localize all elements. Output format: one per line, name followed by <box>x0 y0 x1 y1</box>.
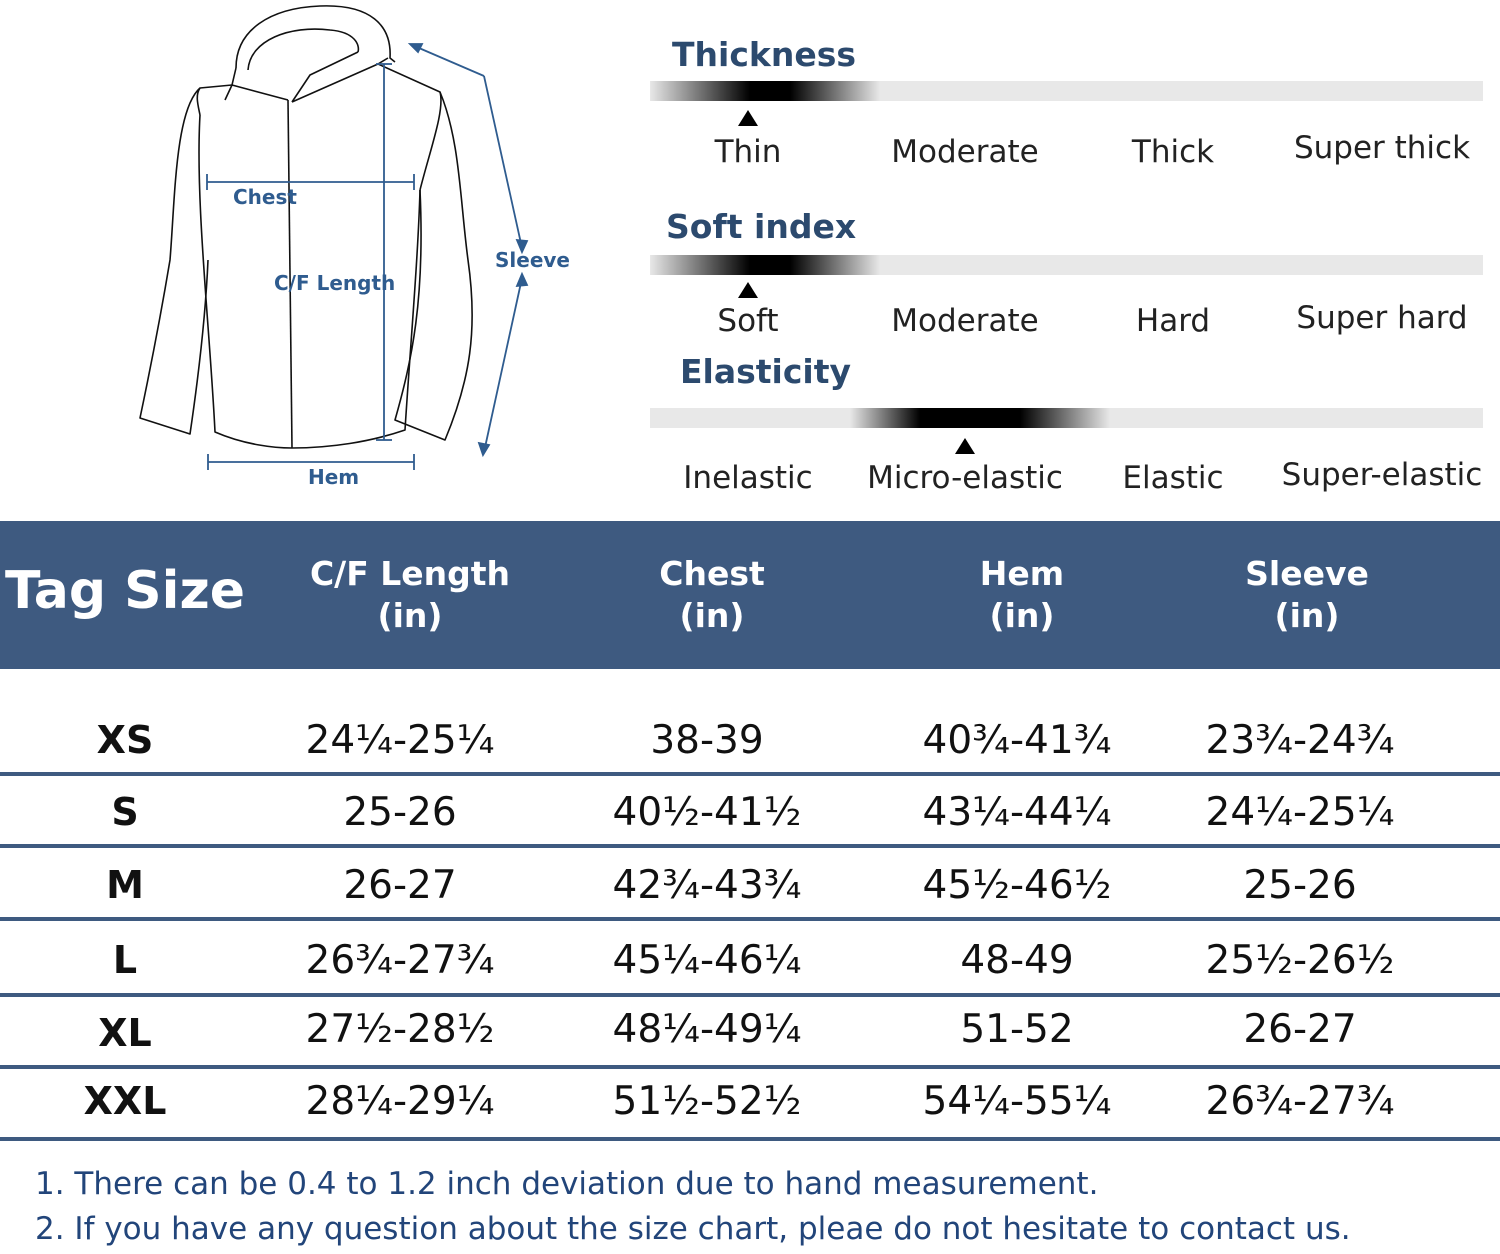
elasticity-level-elastic: Elastic <box>1122 460 1224 496</box>
hem-cell: 48-49 <box>960 938 1074 983</box>
hem-label: Hem <box>308 465 360 489</box>
sleeve-cell: 26-27 <box>1243 1007 1357 1052</box>
table-row: XL 27½-28½ 48¼-49¼ 51-52 26-27 <box>0 1007 1500 1069</box>
size-cell: L <box>112 938 138 982</box>
sleeve-header: Sleeve (in) <box>1177 553 1437 637</box>
thickness-level-moderate: Moderate <box>891 134 1039 170</box>
cf-length-header: C/F Length (in) <box>280 553 540 637</box>
soft-index-marker-icon <box>738 282 758 298</box>
chest-cell: 42¾-43¾ <box>612 863 802 908</box>
sleeve-header-unit: (in) <box>1274 596 1340 635</box>
hem-cell: 51-52 <box>960 1007 1074 1052</box>
soft-index-title: Soft index <box>666 207 857 246</box>
sleeve-label: Sleeve <box>495 248 570 272</box>
hem-cell: 54¼-55¼ <box>922 1079 1112 1124</box>
elasticity-level-inelastic: Inelastic <box>683 460 813 496</box>
note-contact-us: 2. If you have any question about the si… <box>35 1211 1351 1247</box>
chest-label: Chest <box>233 185 297 209</box>
soft-index-level-super-hard: Super hard <box>1296 300 1468 336</box>
elasticity-level-micro-elastic: Micro-elastic <box>867 460 1063 496</box>
cf-length-cell: 25-26 <box>343 790 457 835</box>
table-row: XS 24¼-25¼ 38-39 40¾-41¾ 23¾-24¾ <box>0 718 1500 776</box>
cf-length-cell: 28¼-29¼ <box>305 1079 495 1124</box>
cf-length-cell: 27½-28½ <box>305 1007 495 1052</box>
hem-header: Hem (in) <box>892 553 1152 637</box>
chest-cell: 51½-52½ <box>612 1079 802 1124</box>
sleeve-cell: 25-26 <box>1243 863 1357 908</box>
chest-header-unit: (in) <box>679 596 745 635</box>
thickness-level-super-thick: Super thick <box>1293 130 1471 166</box>
row-divider <box>0 993 1500 997</box>
thickness-level-thin: Thin <box>714 134 782 170</box>
chest-cell: 38-39 <box>650 718 764 763</box>
hem-header-unit: (in) <box>989 596 1055 635</box>
elasticity-level-super-elastic: Super-elastic <box>1281 457 1483 493</box>
chest-cell: 48¼-49¼ <box>612 1007 802 1052</box>
sleeve-cell: 23¾-24¾ <box>1205 718 1395 763</box>
tag-size-header: Tag Size <box>5 561 245 621</box>
row-divider <box>0 772 1500 776</box>
size-cell: XS <box>96 718 154 762</box>
row-divider <box>0 1137 1500 1141</box>
hem-cell: 40¾-41¾ <box>922 718 1112 763</box>
sleeve-cell: 25½-26½ <box>1205 938 1395 983</box>
elasticity-marker-icon <box>955 438 975 454</box>
cf-length-label: C/F Length <box>274 271 396 295</box>
sleeve-header-label: Sleeve <box>1245 554 1369 593</box>
thickness-bar <box>650 81 1483 101</box>
cf-length-cell: 26-27 <box>343 863 457 908</box>
soft-index-level-hard: Hard <box>1135 303 1211 339</box>
hem-cell: 43¼-44¼ <box>922 790 1112 835</box>
table-row: L 26¾-27¾ 45¼-46¼ 48-49 25½-26½ <box>0 938 1500 997</box>
size-cell: XXL <box>83 1079 167 1123</box>
elasticity-title: Elasticity <box>680 352 852 391</box>
size-table-header: Tag Size C/F Length (in) Chest (in) Hem … <box>0 521 1500 669</box>
cf-length-cell: 26¾-27¾ <box>305 938 495 983</box>
row-divider <box>0 917 1500 921</box>
row-divider <box>0 1065 1500 1069</box>
soft-index-bar <box>650 255 1483 275</box>
table-row: M 26-27 42¾-43¾ 45½-46½ 25-26 <box>0 863 1500 921</box>
chest-cell: 40½-41½ <box>612 790 802 835</box>
note-measurement-deviation: 1. There can be 0.4 to 1.2 inch deviatio… <box>35 1166 1099 1202</box>
soft-index-level-soft: Soft <box>717 303 779 339</box>
thickness-level-thick: Thick <box>1131 134 1215 170</box>
row-divider <box>0 844 1500 848</box>
chest-header-label: Chest <box>659 554 765 593</box>
cf-length-header-unit: (in) <box>377 596 443 635</box>
table-row: S 25-26 40½-41½ 43¼-44¼ 24¼-25¼ <box>0 790 1500 848</box>
chest-header: Chest (in) <box>582 553 842 637</box>
jacket-measurement-diagram: Chest C/F Length Sleeve Hem <box>0 0 620 520</box>
cf-length-header-label: C/F Length <box>309 554 511 593</box>
size-cell: M <box>106 863 144 907</box>
elasticity-bar <box>650 408 1483 428</box>
thickness-marker-icon <box>738 110 758 126</box>
sleeve-cell: 26¾-27¾ <box>1205 1079 1395 1124</box>
hem-cell: 45½-46½ <box>922 863 1112 908</box>
table-row: XXL 28¼-29¼ 51½-52½ 54¼-55¼ 26¾-27¾ <box>0 1079 1500 1141</box>
jacket-outline-icon <box>139 5 529 470</box>
sleeve-cell: 24¼-25¼ <box>1205 790 1395 835</box>
soft-index-level-moderate: Moderate <box>891 303 1039 339</box>
size-cell: S <box>111 790 139 834</box>
thickness-title: Thickness <box>672 35 856 74</box>
cf-length-cell: 24¼-25¼ <box>305 718 495 763</box>
size-cell: XL <box>98 1011 152 1055</box>
chest-cell: 45¼-46¼ <box>612 938 802 983</box>
hem-header-label: Hem <box>979 554 1065 593</box>
